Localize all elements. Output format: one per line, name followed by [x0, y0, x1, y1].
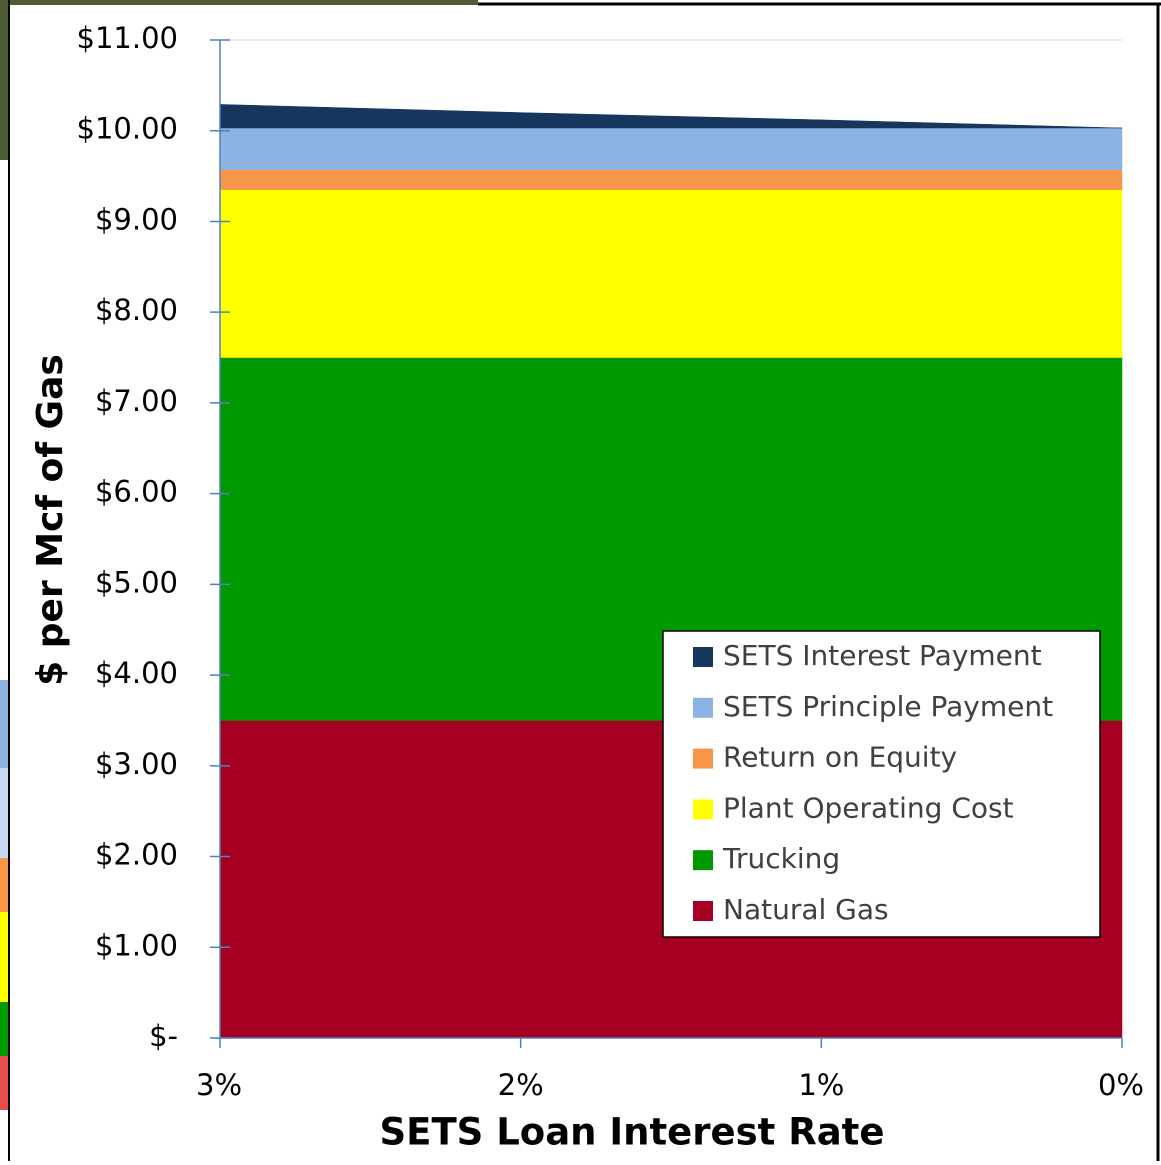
background-strip [0, 680, 8, 768]
area [219, 104, 1123, 129]
y-tick-label: $3.00 [95, 747, 178, 781]
background-strip [0, 858, 8, 912]
y-tick-label: $7.00 [95, 384, 178, 418]
legend-label: SETS Interest Payment [723, 639, 1042, 672]
legend-label: Return on Equity [723, 741, 957, 774]
background-strip [0, 768, 8, 858]
area [219, 169, 1123, 190]
legend-label: Plant Operating Cost [723, 791, 1014, 824]
background-strip [0, 912, 8, 1002]
legend-label: Trucking [722, 842, 840, 875]
y-tick-label: $- [149, 1019, 178, 1053]
legend-swatch [693, 850, 713, 871]
legend-swatch [693, 901, 713, 921]
legend-label: Natural Gas [723, 893, 889, 926]
area [219, 127, 1123, 170]
legend-swatch [693, 647, 713, 667]
background-window [8, 0, 478, 5]
axes: $- $1.00 $2.00 $3.00 $4.00 $5.00 $6.00 $7.00 $8.… [77, 21, 1144, 1102]
legend-swatch [693, 799, 713, 820]
x-tick-label: 3% [196, 1068, 242, 1102]
legend-box [662, 630, 1101, 938]
y-axis-title: $ per Mcf of Gas [30, 354, 71, 686]
x-axis-title: SETS Loan Interest Rate [380, 1111, 885, 1154]
legend: SETS Interest Payment SETS Principle Paym… [693, 639, 1053, 926]
y-tick-label: $1.00 [95, 928, 178, 962]
area [219, 189, 1123, 358]
background-strip [0, 1002, 8, 1056]
y-tick-label: $4.00 [95, 656, 178, 690]
y-tick-label: $5.00 [95, 565, 178, 599]
y-tick-label: $6.00 [95, 475, 178, 509]
y-tick-label: $9.00 [95, 202, 178, 236]
y-tick-label: $11.00 [77, 21, 178, 55]
x-tick-label: 2% [498, 1068, 544, 1102]
background-strip [0, 1056, 8, 1110]
legend-label: SETS Principle Payment [723, 690, 1053, 723]
y-tick-label: $10.00 [77, 112, 178, 146]
y-tick-label: $2.00 [95, 838, 178, 872]
x-tick-label: 0% [1098, 1068, 1144, 1102]
background-window [0, 0, 8, 160]
legend-swatch [693, 748, 713, 769]
x-tick-label: 1% [798, 1068, 844, 1102]
y-tick-label: $8.00 [95, 293, 178, 327]
legend-swatch [693, 697, 713, 718]
